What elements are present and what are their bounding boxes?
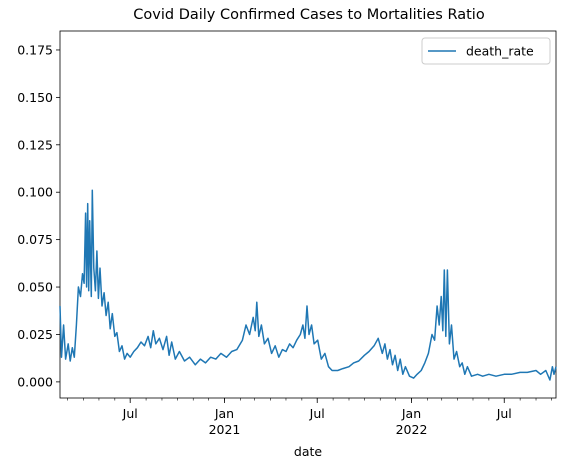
y-tick-label: 0.050 <box>17 280 53 295</box>
x-tick-label: Jul <box>496 406 512 421</box>
legend-label-death-rate: death_rate <box>466 44 534 59</box>
legend-box <box>421 37 551 65</box>
x-tick-label: Jan <box>214 406 234 421</box>
y-tick-label: 0.150 <box>17 90 53 105</box>
y-tick-label: 0.000 <box>17 374 53 389</box>
x-tick-label: Jul <box>122 406 138 421</box>
series-line-death-rate <box>59 189 557 381</box>
plot-frame <box>59 30 557 399</box>
y-axis: 0.000 0.025 0.050 0.075 0.100 0.125 0.150 0.175 <box>17 42 60 389</box>
y-tick-label: 0.025 <box>17 327 53 342</box>
x-tick-year-label: 2022 <box>396 422 428 437</box>
x-axis-label: date <box>294 444 322 459</box>
y-tick-label: 0.075 <box>17 232 53 247</box>
y-tick-label: 0.100 <box>17 185 53 200</box>
x-tick-label: Jul <box>309 406 325 421</box>
x-tick-label: Jan <box>401 406 421 421</box>
y-tick-label: 0.125 <box>17 137 53 152</box>
x-tick-year-label: 2021 <box>209 422 241 437</box>
plot-area: 0.000 0.025 0.050 0.075 0.100 0.125 0.150 0.175… <box>17 30 557 437</box>
x-minor-ticks <box>67 398 552 401</box>
chart-title: Covid Daily Confirmed Cases to Mortaliti… <box>133 7 485 23</box>
legend: death_rate <box>421 37 551 65</box>
y-tick-label: 0.175 <box>17 42 53 57</box>
